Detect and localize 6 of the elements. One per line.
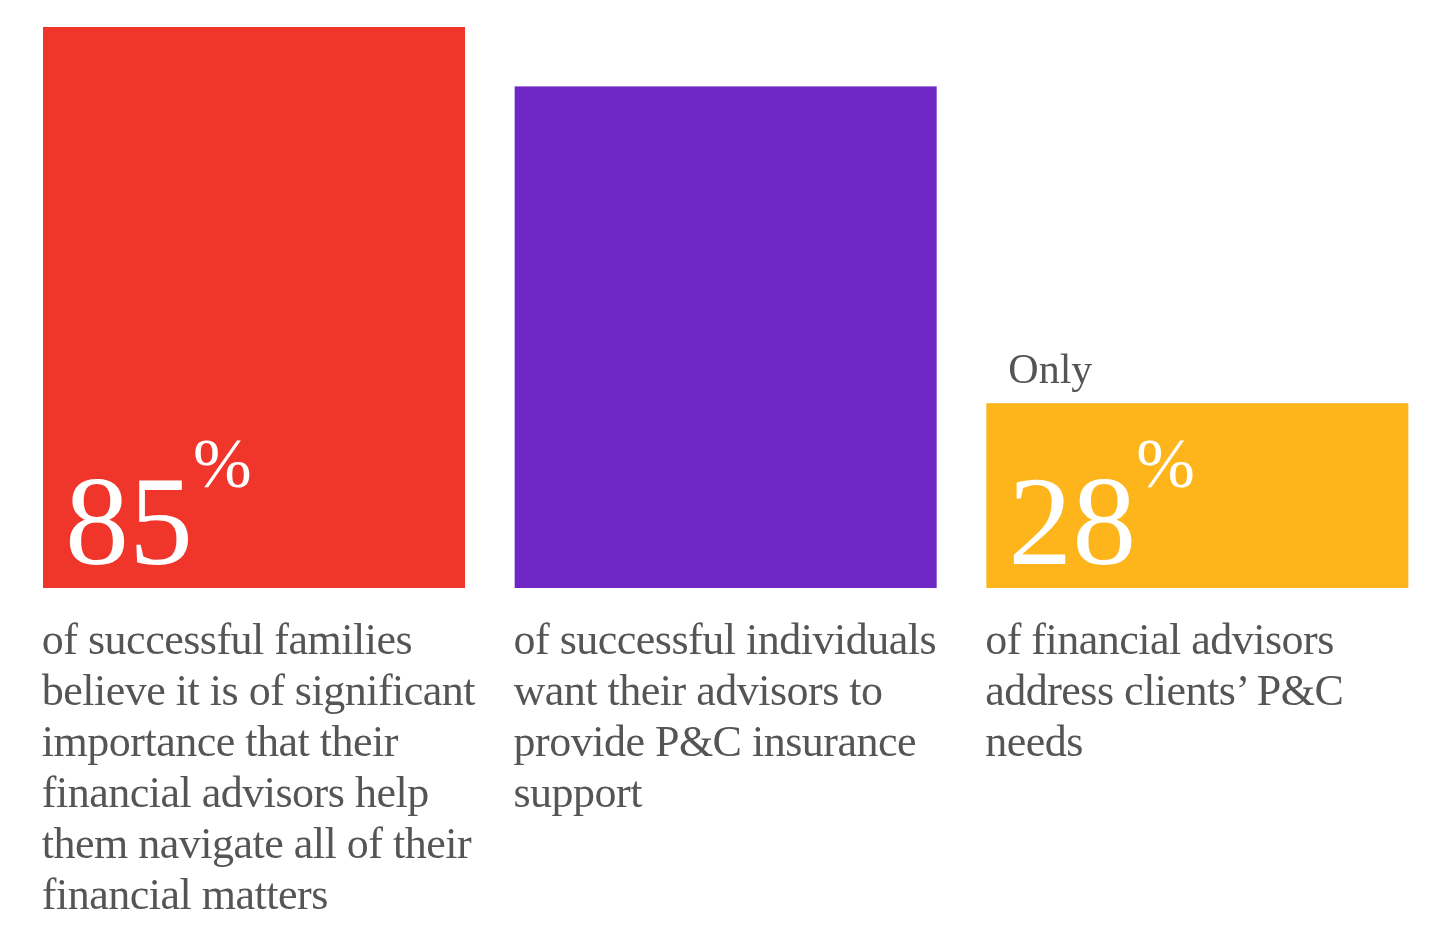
annotation: Only	[1008, 346, 1093, 393]
x-tick-label: of successful families believe it is of significant importance that their financial advisors help them navigate all of their financial matters	[41, 614, 477, 920]
x-tick-label: of financial advisors address clients’ P&C needs	[985, 614, 1345, 767]
data-label: 28$^{%}$	[1008, 424, 1195, 592]
data-label: 85$^{%}$	[65, 424, 252, 592]
x-tick-label: of successful individuals want their advisors to provide P&C insurance support	[513, 614, 938, 818]
